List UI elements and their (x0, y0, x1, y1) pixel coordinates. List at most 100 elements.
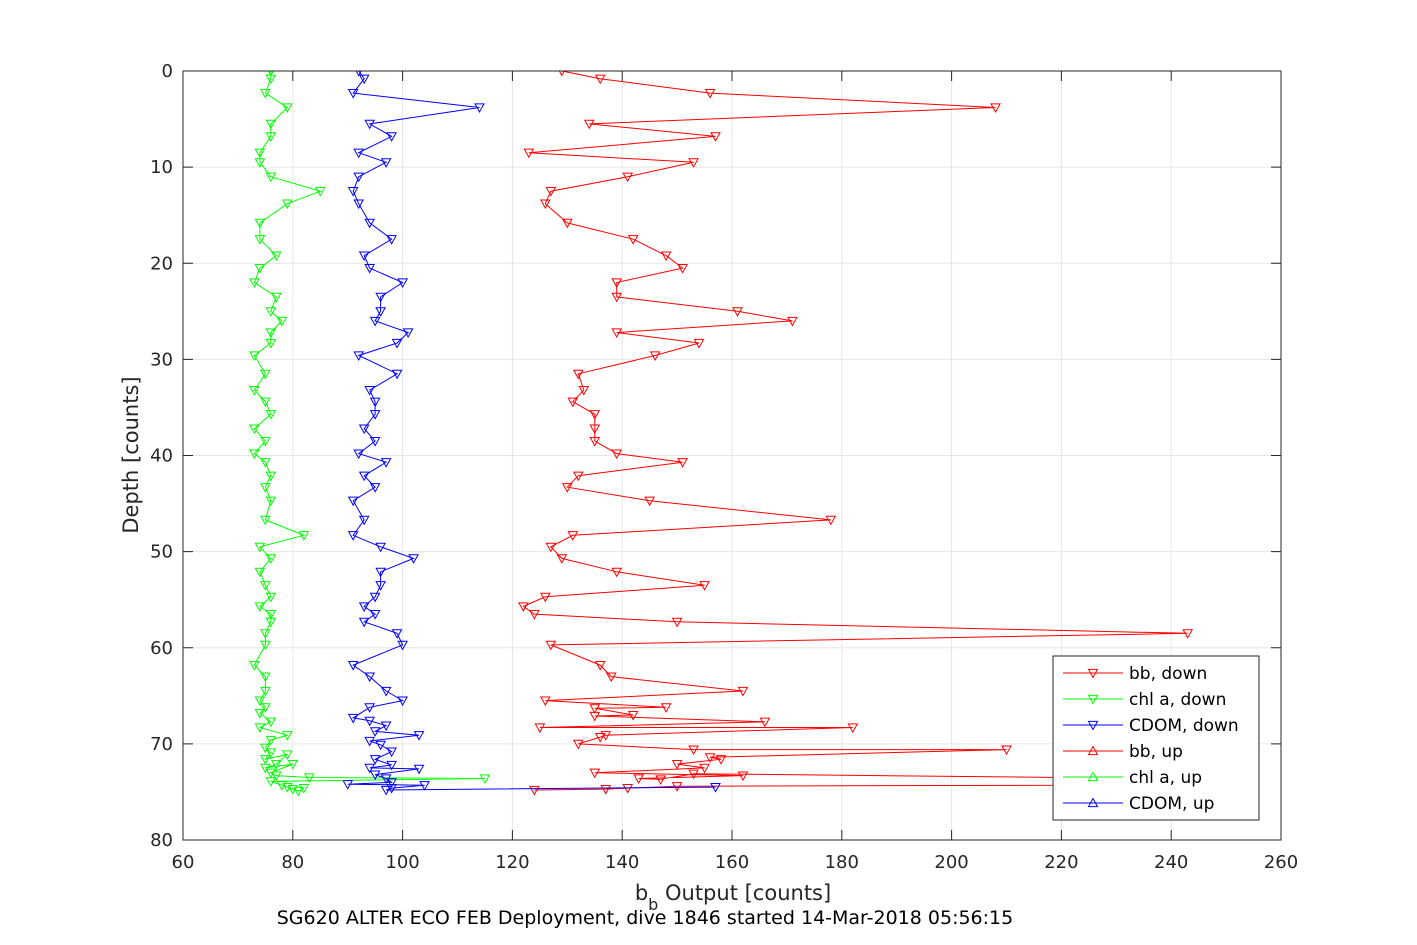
data-point (358, 251, 370, 262)
data-point (787, 316, 798, 327)
data-point (529, 785, 540, 796)
x-tick-label: 180 (825, 852, 859, 873)
data-point (364, 703, 376, 713)
y-tick-label: 50 (150, 542, 173, 563)
data-point (710, 783, 721, 793)
data-point (397, 696, 408, 707)
data-point (281, 199, 293, 210)
data-point (342, 780, 354, 790)
data-point (671, 759, 683, 770)
data-point (671, 617, 683, 628)
data-point (254, 723, 266, 734)
data-point (369, 770, 381, 781)
data-point (386, 132, 397, 142)
x-axis-label-main: b (635, 881, 648, 905)
data-point (265, 610, 277, 620)
data-point (380, 458, 392, 468)
data-point (254, 263, 266, 274)
data-point (265, 496, 277, 507)
data-point (270, 292, 282, 303)
data-point (369, 592, 381, 603)
data-point (556, 554, 568, 564)
data-point (260, 581, 271, 591)
data-point (1182, 629, 1194, 639)
legend-swatch-marker (1087, 668, 1099, 679)
data-point (265, 328, 277, 338)
data-point (671, 782, 683, 792)
data-point (583, 119, 595, 130)
legend-items: bb, down chl a, down CDOM, down bb, up chl a… (1063, 664, 1239, 814)
data-point (260, 703, 271, 713)
data-point (358, 617, 370, 628)
data-point (249, 424, 260, 435)
legend-label: CDOM, up (1129, 794, 1214, 814)
data-point (990, 103, 1001, 114)
data-point (660, 251, 672, 262)
data-point (254, 218, 266, 229)
legend-swatch-marker (1087, 797, 1099, 808)
data-point (419, 781, 430, 791)
data-point (254, 542, 266, 553)
data-point (254, 602, 266, 612)
data-point (561, 218, 573, 229)
data-point (732, 307, 743, 317)
y-tick-label: 70 (150, 734, 173, 755)
data-point (704, 89, 716, 99)
data-point (249, 351, 260, 362)
series-chl-a-down (249, 71, 491, 797)
data-point (353, 199, 365, 210)
data-point (611, 328, 623, 338)
data-point (594, 74, 606, 85)
data-point (265, 617, 277, 628)
data-point (265, 410, 277, 420)
data-point (249, 278, 260, 289)
data-point (358, 602, 370, 612)
data-point (375, 307, 386, 317)
data-point (386, 235, 397, 245)
data-point (303, 773, 315, 784)
data-point (353, 172, 365, 183)
data-point (611, 292, 623, 303)
data-point (622, 783, 634, 794)
y-tick-label: 60 (150, 638, 173, 659)
data-point (369, 483, 381, 493)
legend-item: bb, down (1063, 664, 1207, 684)
data-point (589, 704, 601, 714)
data-point (759, 717, 771, 728)
data-point (380, 785, 392, 796)
data-point (265, 338, 277, 349)
data-point (364, 218, 376, 229)
data-point (545, 187, 557, 197)
legend-label: CDOM, down (1129, 716, 1239, 736)
tick-labels: 60 80 100 120 140 160 180 200 220 240 260010203040… (150, 61, 1298, 873)
data-point (265, 74, 277, 85)
legend-item: bb, up (1063, 742, 1183, 762)
legend-swatch-marker (1087, 694, 1099, 705)
data-point (260, 89, 271, 99)
y-tick-label: 80 (150, 830, 173, 851)
data-point (644, 496, 655, 507)
x-tick-label: 60 (172, 852, 195, 873)
legend-label: chl a, down (1129, 690, 1226, 710)
data-point (358, 424, 370, 435)
x-tick-label: 140 (605, 852, 639, 873)
data-point (397, 640, 408, 651)
data-point (391, 338, 403, 349)
data-point (276, 316, 288, 327)
data-point (655, 775, 666, 785)
figure-caption: SG620 ALTER ECO FEB Deployment, dive 184… (277, 907, 1013, 929)
data-point (545, 640, 557, 651)
legend-label: bb, up (1129, 742, 1183, 762)
data-point (287, 759, 299, 770)
data-point (572, 739, 584, 750)
data-point (347, 89, 359, 99)
data-point (649, 351, 661, 362)
data-point (391, 369, 403, 380)
data-point (347, 531, 359, 541)
data-point (265, 471, 277, 482)
data-point (270, 771, 282, 782)
data-point (534, 723, 546, 734)
data-point (380, 158, 392, 168)
data-point (364, 672, 376, 683)
data-point (353, 351, 365, 362)
